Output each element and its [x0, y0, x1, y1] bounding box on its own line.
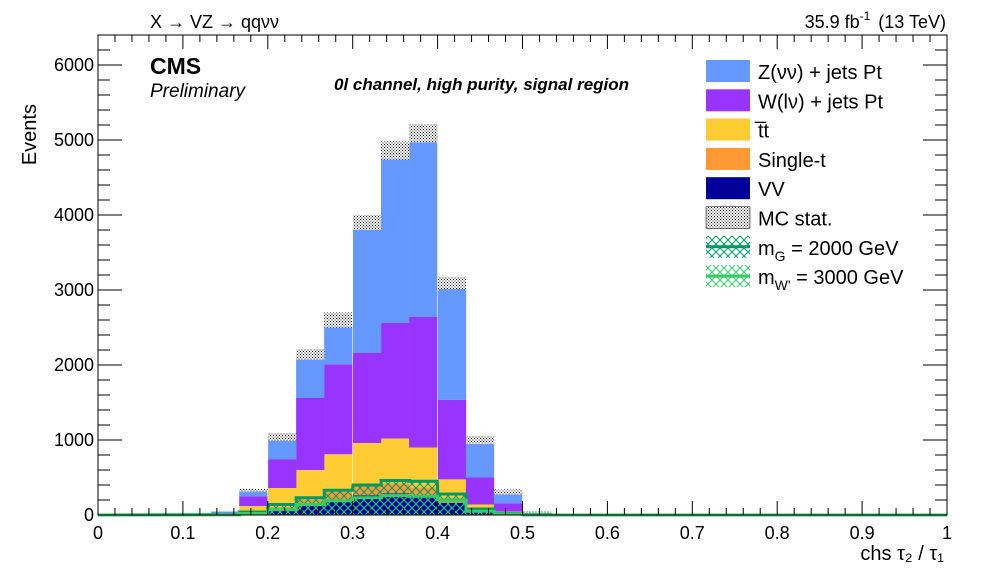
- x-axis: 0 0.1 0.2 0.3 0.4 0.5 0.6 0.7 0.8 0.9 1: [93, 35, 952, 543]
- legend-swatch-2: [706, 118, 750, 141]
- x-tick-label-6: 0.6: [595, 523, 620, 543]
- legend-label-0: Z(νν) + jets Pt: [758, 62, 882, 84]
- bar-t-t-1: [239, 506, 268, 512]
- mc-stat-band-7: [409, 124, 438, 143]
- mc-stat-band-9: [465, 435, 495, 445]
- lumi-energy: (13 TeV): [878, 12, 946, 32]
- stack-bars: [211, 133, 552, 515]
- legend-label-1: W(lν) + jets Pt: [758, 91, 883, 113]
- legend: Z(νν) + jets Pt W(lν) + jets Pt t̅t Single-…: [705, 60, 904, 293]
- x-tick-label-4: 0.4: [425, 523, 450, 543]
- bar-w-l-jets-pt-4: [324, 364, 353, 455]
- legend-label-2: t̅t: [755, 120, 770, 142]
- bar-t-t-2: [268, 488, 297, 507]
- bar-w-l-jets-pt-7: [409, 317, 438, 448]
- signal-1-hatch-8: [437, 500, 467, 515]
- bar-w-l-jets-pt-3: [296, 398, 325, 470]
- bar-w-l-jets-pt-10: [493, 503, 523, 512]
- channel-label: 0l channel, high purity, signal region: [334, 75, 629, 94]
- lumi-value: 35.9 fb: [805, 12, 860, 32]
- bar-z-jets-pt-7: [409, 133, 438, 317]
- bar-w-l-jets-pt-8: [437, 399, 467, 480]
- bar-z-jets-pt-2: [268, 437, 297, 460]
- y-axis: 0 1000 2000 3000 4000 5000 6000: [54, 34, 947, 525]
- signal-1-hatch-2: [268, 509, 297, 515]
- mc-stat-band-3: [296, 349, 325, 360]
- x-tick-label-0: 0: [93, 523, 103, 543]
- mc-stat-band-1: [239, 488, 268, 492]
- bar-z-jets-pt-9: [465, 440, 495, 478]
- y-tick-label-0: 0: [84, 505, 94, 525]
- x-axis-title: chs τ₂ / τ₁: [860, 543, 944, 565]
- legend-swatch-mc-stat: [705, 206, 751, 229]
- x-tick-label-9: 0.9: [850, 523, 875, 543]
- bar-z-jets-pt-8: [437, 282, 467, 400]
- signal-1-hatch-6: [381, 495, 410, 515]
- bar-t-t-9: [465, 504, 495, 509]
- signal-1-hatch-5: [352, 497, 382, 515]
- y-axis-title: Events: [19, 104, 41, 165]
- mc-stat-band-10: [493, 489, 523, 495]
- bar-z-jets-pt-1: [239, 490, 268, 497]
- bar-z-jets-pt-5: [352, 222, 382, 353]
- x-tick-label-5: 0.5: [510, 523, 535, 543]
- bar-w-l-jets-pt-5: [352, 353, 382, 443]
- legend-swatch-4: [706, 177, 750, 200]
- y-tick-label-5: 5000: [54, 130, 94, 150]
- lumi-label: 35.9 fb-1 (13 TeV): [805, 9, 946, 32]
- x-tick-label-8: 0.8: [765, 523, 790, 543]
- bar-t-t-6: [381, 438, 410, 484]
- legend-swatch-3: [706, 147, 750, 170]
- bar-t-t-4: [324, 454, 353, 492]
- y-tick-label-4: 4000: [54, 205, 94, 225]
- bar-t-t-3: [296, 470, 325, 500]
- x-tick-label-7: 0.7: [680, 523, 705, 543]
- signal-1-hatch-9: [465, 511, 495, 515]
- cms-label: CMS: [150, 53, 201, 79]
- legend-swatch-1: [706, 89, 750, 112]
- bar-z-jets-pt-0: [211, 511, 240, 513]
- bar-w-l-jets-pt-1: [239, 496, 268, 506]
- y-tick-label-1: 1000: [54, 430, 94, 450]
- bar-z-jets-pt-10: [493, 492, 523, 504]
- legend-label-4: VV: [758, 179, 785, 201]
- legend-label-3: Single-t: [758, 150, 826, 172]
- y-tick-label-2: 2000: [54, 355, 94, 375]
- lumi-exponent: -1: [860, 9, 871, 23]
- y-tick-label-3: 3000: [54, 280, 94, 300]
- x-tick-label-10: 1: [942, 523, 952, 543]
- mc-stat-band-0: [211, 510, 240, 512]
- mc-stat-band-4: [324, 312, 353, 328]
- mc-stat-bands: [211, 124, 552, 513]
- mc-stat-band-2: [268, 433, 297, 441]
- legend-label-7: mW' = 3000 GeV: [758, 267, 904, 293]
- bar-t-t-5: [352, 443, 382, 486]
- process-label: X → VZ → qqνν: [150, 12, 279, 32]
- signal-1-hatch-3: [296, 504, 325, 515]
- signal-1-hatch-7: [409, 496, 438, 515]
- bar-w-l-jets-pt-9: [465, 477, 495, 505]
- signal-1-hatch-4: [324, 500, 353, 515]
- legend-label-6: mG = 2000 GeV: [758, 238, 899, 264]
- legend-label-5: MC stat.: [758, 209, 832, 231]
- mc-stat-band-6: [381, 141, 410, 160]
- mc-stat-band-8: [437, 276, 467, 289]
- y-tick-label-6: 6000: [54, 55, 94, 75]
- bar-z-jets-pt-6: [381, 150, 410, 323]
- mc-stat-band-11: [522, 511, 552, 513]
- x-tick-label-2: 0.2: [255, 523, 280, 543]
- bar-z-jets-pt-3: [296, 354, 325, 398]
- x-tick-label-3: 0.3: [340, 523, 365, 543]
- mc-stat-band-5: [352, 215, 382, 230]
- preliminary-label: Preliminary: [150, 81, 247, 102]
- x-tick-label-1: 0.1: [170, 523, 195, 543]
- legend-swatch-0: [706, 60, 750, 82]
- bar-w-l-jets-pt-2: [268, 459, 297, 488]
- bar-w-l-jets-pt-6: [381, 323, 410, 439]
